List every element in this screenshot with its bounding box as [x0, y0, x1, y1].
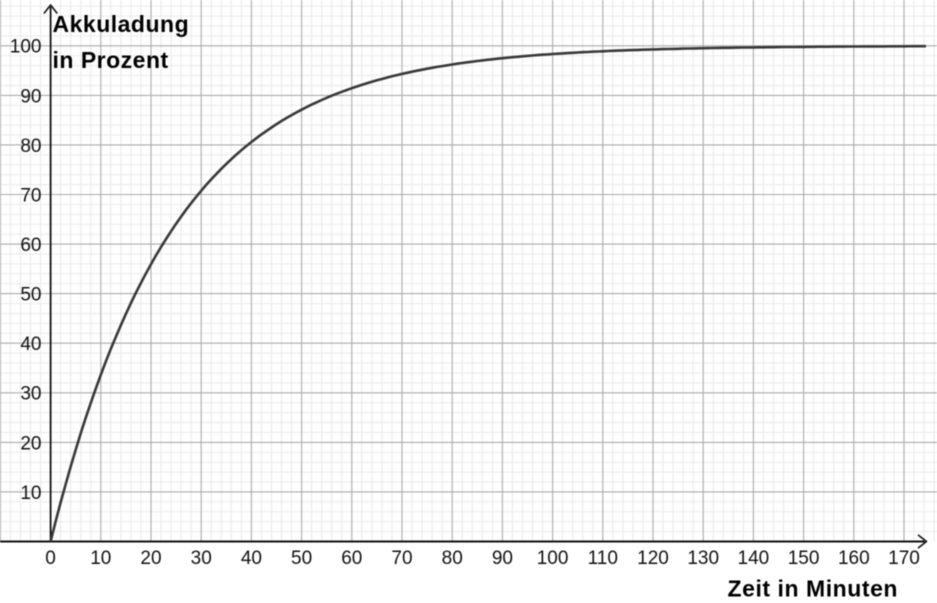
svg-text:170: 170 [888, 548, 920, 569]
svg-text:40: 40 [20, 334, 41, 355]
svg-text:140: 140 [738, 548, 770, 569]
svg-text:10: 10 [90, 548, 111, 569]
svg-text:0: 0 [45, 548, 56, 569]
svg-text:10: 10 [20, 483, 41, 504]
svg-text:Zeit in Minuten: Zeit in Minuten [728, 575, 899, 601]
svg-text:160: 160 [838, 548, 870, 569]
svg-text:90: 90 [492, 548, 513, 569]
svg-text:30: 30 [191, 548, 212, 569]
svg-text:100: 100 [10, 37, 42, 58]
svg-text:50: 50 [291, 548, 312, 569]
svg-text:40: 40 [241, 548, 262, 569]
svg-text:20: 20 [140, 548, 161, 569]
svg-text:70: 70 [391, 548, 412, 569]
svg-text:60: 60 [341, 548, 362, 569]
svg-text:20: 20 [20, 433, 41, 454]
svg-text:150: 150 [788, 548, 820, 569]
svg-text:100: 100 [537, 548, 569, 569]
svg-text:130: 130 [687, 548, 719, 569]
svg-text:60: 60 [20, 235, 41, 256]
svg-text:80: 80 [20, 136, 41, 157]
svg-text:70: 70 [20, 185, 41, 206]
svg-text:110: 110 [588, 548, 618, 569]
svg-text:Akkuladung: Akkuladung [53, 11, 190, 37]
svg-text:90: 90 [20, 86, 41, 107]
svg-text:30: 30 [20, 384, 41, 405]
svg-text:in Prozent: in Prozent [53, 47, 169, 73]
svg-text:80: 80 [442, 548, 463, 569]
svg-text:120: 120 [637, 548, 669, 569]
svg-text:50: 50 [20, 285, 41, 306]
